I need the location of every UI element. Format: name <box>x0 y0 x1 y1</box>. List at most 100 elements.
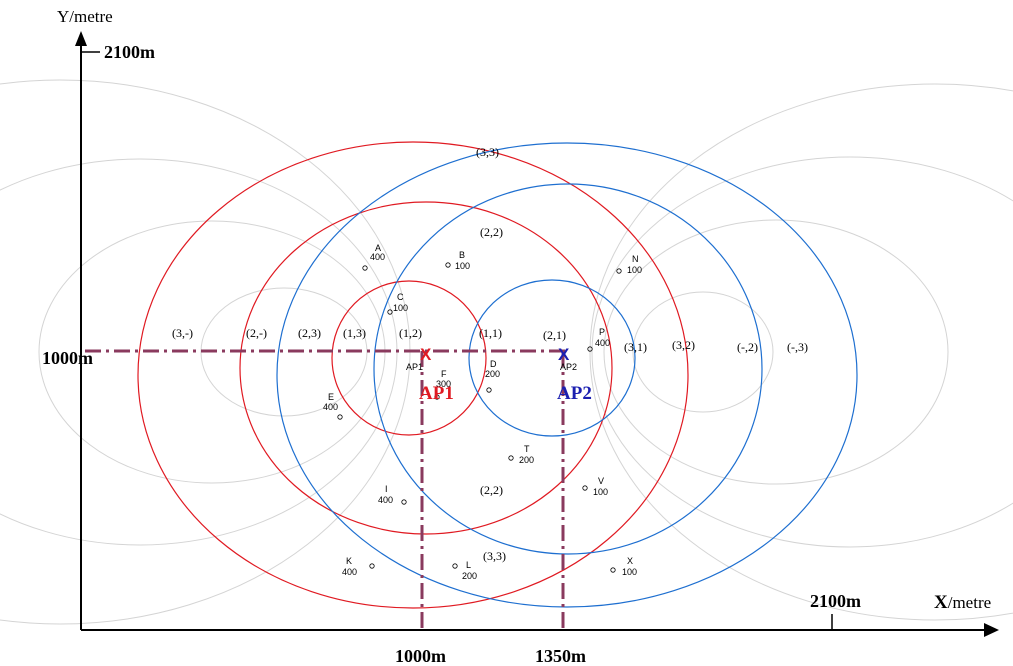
node-value: 100 <box>627 265 642 275</box>
node-value: 400 <box>370 252 385 262</box>
node-marker <box>387 309 393 315</box>
node-value: 300 <box>436 379 451 389</box>
node-i: I 400 <box>378 484 407 505</box>
ap1-coverage-ring <box>331 280 487 436</box>
node-p: P 400 <box>587 327 610 352</box>
node-marker <box>486 387 492 393</box>
y-axis-title: Y/metre <box>57 7 113 26</box>
grid-ring-right <box>632 291 774 413</box>
node-v: V 100 <box>582 476 608 497</box>
node-letter: V <box>598 476 604 486</box>
node-e: E 400 <box>323 392 343 420</box>
region-label: (3,-) <box>172 326 193 340</box>
ap2-small-label: AP2 <box>560 362 577 372</box>
region-label: (2,2) <box>480 225 503 239</box>
node-value: 200 <box>462 571 477 581</box>
ap1-small-label: AP1 <box>406 362 423 372</box>
node-marker <box>445 262 451 268</box>
node-t: T 200 <box>508 444 534 465</box>
ap1-coverage-ring <box>239 201 613 535</box>
x-label-1000m: 1000m <box>395 646 446 666</box>
node-value: 100 <box>393 303 408 313</box>
region-label: (1,3) <box>343 326 366 340</box>
ap1-label: AP1 <box>419 383 454 404</box>
x-label-1350m: 1350m <box>535 646 586 666</box>
x-axis-title-unit: /metre <box>948 593 991 612</box>
node-a: A 400 <box>362 243 385 271</box>
node-marker <box>337 414 343 420</box>
node-value: 200 <box>519 455 534 465</box>
node-marker <box>610 567 616 573</box>
region-label: (-,3) <box>787 340 808 354</box>
node-marker <box>401 499 407 505</box>
ap2-coverage-ring <box>468 279 636 437</box>
y-label-1000m: 1000m <box>42 348 93 368</box>
ap2-coverage-ring <box>373 183 763 555</box>
grid-ring-right <box>589 83 1013 621</box>
axes <box>75 31 999 637</box>
node-letter: F <box>441 369 447 379</box>
x-label-2100m: 2100m <box>810 591 861 611</box>
node-letter: P <box>599 327 605 337</box>
region-label: (3,3) <box>476 145 499 159</box>
node-marker <box>434 394 440 400</box>
node-k: K 400 <box>342 556 375 577</box>
node-value: 100 <box>593 487 608 497</box>
node-letter: A <box>375 243 381 253</box>
node-f: F 300 <box>434 369 451 400</box>
node-marker <box>616 268 622 274</box>
y-label-2100m: 2100m <box>104 42 155 62</box>
node-n: N 100 <box>616 254 642 275</box>
region-label: (3,1) <box>624 340 647 354</box>
x-axis-title: X/metre <box>934 592 991 613</box>
region-label: (3,2) <box>672 338 695 352</box>
node-letter: T <box>524 444 530 454</box>
node-letter: L <box>466 560 471 570</box>
x-axis-title-bold: X <box>934 592 948 613</box>
node-d: D 200 <box>485 359 500 393</box>
node-marker <box>362 265 368 271</box>
y-axis-arrow <box>75 31 87 46</box>
node-value: 100 <box>455 261 470 271</box>
node-letter: E <box>328 392 334 402</box>
node-marker <box>587 346 593 352</box>
region-label: (1,2) <box>399 326 422 340</box>
node-letter: N <box>632 254 639 264</box>
ap2-marker: X <box>558 345 570 364</box>
ap2-label: AP2 <box>557 383 592 404</box>
region-label: (1,1) <box>479 326 502 340</box>
grid-ring-right <box>591 156 1013 548</box>
ap-coverage-rings <box>137 141 858 609</box>
region-label: (2,2) <box>480 483 503 497</box>
node-letter: B <box>459 250 465 260</box>
ap1-marker: X <box>420 345 432 364</box>
region-label: (2,3) <box>298 326 321 340</box>
grid-ring-right <box>603 219 949 485</box>
ap1-coverage-ring <box>137 141 689 609</box>
node-value: 400 <box>378 495 393 505</box>
node-l: L 200 <box>452 560 477 581</box>
region-labels: (3,3) (2,2) (3,-) (2,-) (2,3) (1,3) (1,2… <box>172 145 808 563</box>
reference-lines <box>85 349 565 630</box>
node-c: C 100 <box>387 292 408 315</box>
ap2-coverage-ring <box>276 142 858 608</box>
region-label: (2,-) <box>246 326 267 340</box>
x-axis-arrow <box>984 623 999 637</box>
node-letter: K <box>346 556 352 566</box>
access-point-ap1: X AP1 AP1 <box>406 345 454 404</box>
node-letter: I <box>385 484 388 494</box>
node-letter: D <box>490 359 497 369</box>
node-letter: X <box>627 556 633 566</box>
node-value: 100 <box>622 567 637 577</box>
access-point-ap2: X AP2 AP2 <box>557 345 592 404</box>
region-label: (2,1) <box>543 328 566 342</box>
node-marker <box>582 485 588 491</box>
node-b: B 100 <box>445 250 470 271</box>
nodes: A 400 B 100 C 100 N 100 P 400 D 200 <box>323 243 642 581</box>
node-marker <box>369 563 375 569</box>
region-label: (-,2) <box>737 340 758 354</box>
node-value: 400 <box>342 567 357 577</box>
node-marker <box>508 455 514 461</box>
region-label: (3,3) <box>483 549 506 563</box>
